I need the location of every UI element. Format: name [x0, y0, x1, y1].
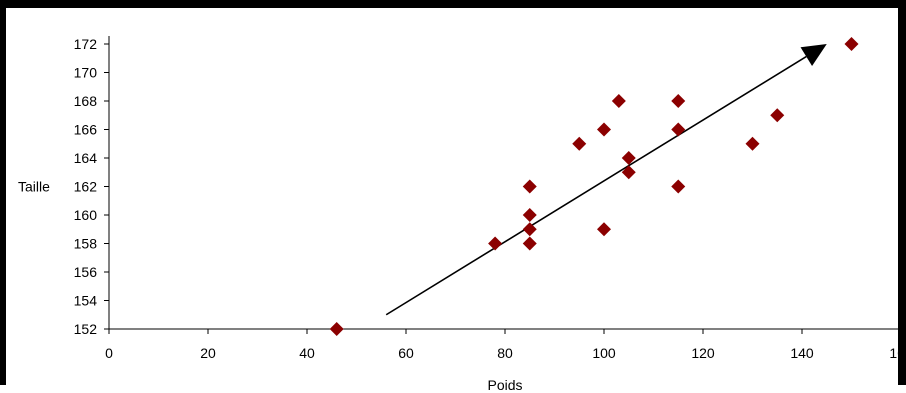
data-point [770, 108, 785, 123]
axes: 152 154 156 158 160 162 164 166 168 170 172 0 20 40 60… [74, 36, 906, 361]
y-tick-label: 164 [74, 150, 98, 166]
x-axis-title: Poids [487, 377, 522, 393]
data-point [597, 122, 611, 137]
y-tick-label: 156 [74, 264, 98, 280]
data-point [522, 236, 537, 251]
data-point [671, 94, 686, 108]
data-point [611, 94, 626, 108]
x-tick-label: 60 [398, 345, 414, 361]
x-tick-label: 160 [889, 345, 906, 361]
data-point [522, 208, 537, 222]
data-point [572, 136, 587, 151]
y-tick-label: 168 [74, 93, 98, 109]
data-point [621, 165, 636, 180]
x-tick-label: 80 [497, 345, 513, 361]
data-point [671, 122, 686, 137]
data-point [522, 179, 537, 194]
x-tick-label: 100 [592, 345, 616, 361]
x-tick-label: 0 [105, 345, 113, 361]
y-tick-label: 152 [74, 321, 98, 337]
data-points [329, 37, 859, 336]
data-point [329, 322, 344, 336]
y-tick-label: 154 [74, 293, 98, 309]
x-tick-label: 20 [200, 345, 216, 361]
y-tick-label: 158 [74, 236, 98, 252]
y-tick-label: 162 [74, 179, 98, 195]
y-tick-label: 160 [74, 207, 98, 223]
y-axis-title: Taille [18, 179, 50, 195]
data-point [597, 222, 611, 237]
trend-arrow-head [800, 44, 827, 66]
data-point [671, 179, 686, 194]
data-point [621, 151, 636, 165]
y-tick-label: 170 [74, 65, 98, 81]
data-point [745, 136, 760, 151]
trend-arrow-line [385, 55, 807, 316]
data-point [522, 222, 537, 237]
y-tick-label: 166 [74, 122, 98, 138]
data-point [488, 236, 503, 251]
x-tick-label: 40 [299, 345, 315, 361]
trend-arrow-group [385, 44, 827, 316]
y-tick-label: 172 [74, 36, 98, 52]
scatter-chart: 152 154 156 158 160 162 164 166 168 170 172 0 20 40 60… [18, 36, 906, 393]
data-point [844, 37, 859, 51]
x-tick-label: 140 [790, 345, 814, 361]
x-tick-label: 120 [691, 345, 715, 361]
